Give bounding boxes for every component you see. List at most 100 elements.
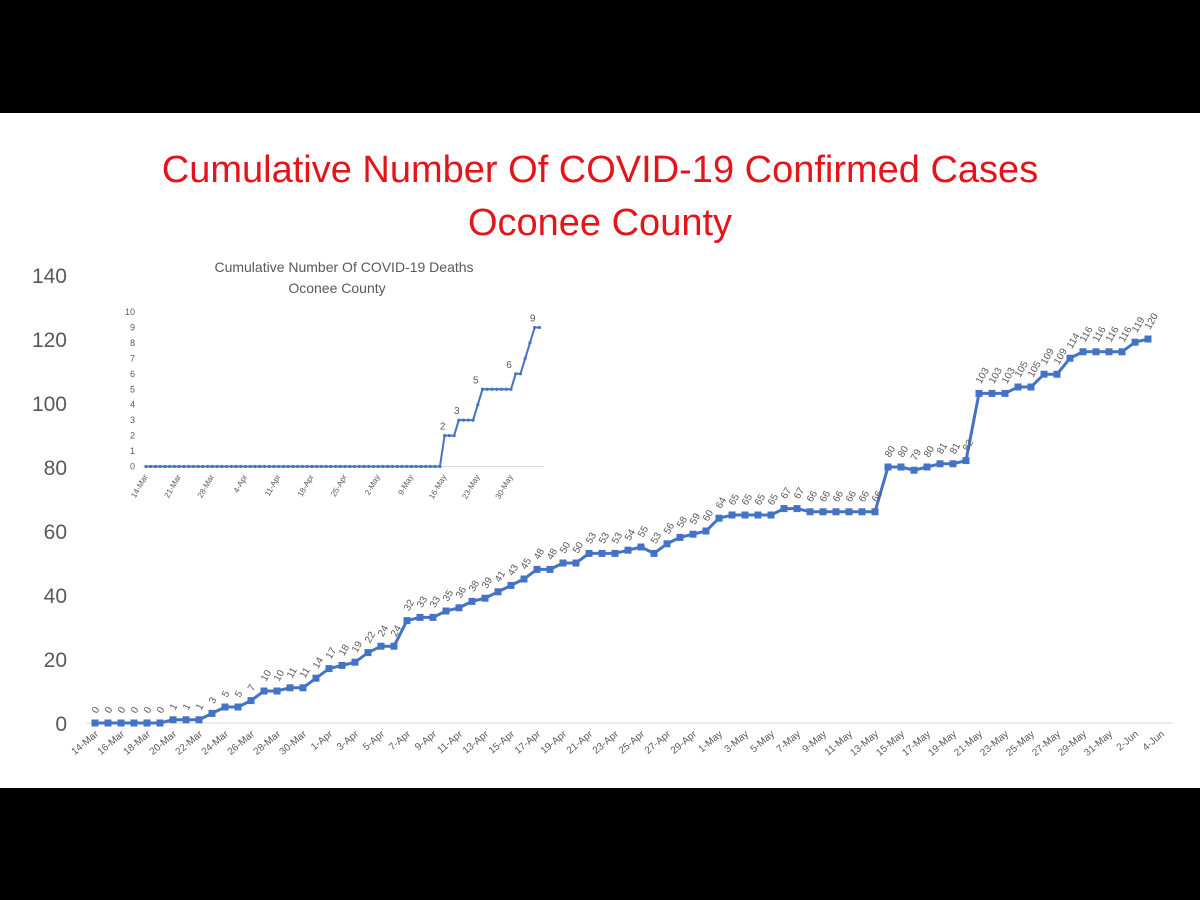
deaths-data-point — [305, 464, 309, 469]
cases-data-label: 66 — [831, 489, 846, 505]
cases-data-point — [1131, 338, 1139, 346]
deaths-data-point — [537, 325, 542, 330]
cases-data-point — [1105, 348, 1113, 356]
cases-data-point — [962, 457, 970, 465]
cases-data-point — [195, 716, 203, 724]
inset-title: Cumulative Number Of COVID-19 Deaths — [214, 259, 473, 275]
deaths-data-point — [239, 464, 243, 469]
cases-data-point — [949, 460, 957, 468]
cases-data-label: 43 — [506, 562, 521, 578]
inset-y-tick-label: 2 — [130, 431, 135, 441]
cases-data-point — [143, 719, 151, 727]
cases-data-label: 65 — [753, 492, 768, 508]
deaths-data-point — [452, 434, 456, 438]
cases-data-point — [546, 565, 554, 573]
main-x-tick-label: 13-May — [848, 729, 881, 759]
main-y-tick-label: 20 — [44, 649, 67, 672]
main-x-tick-label: 31-May — [1082, 729, 1115, 759]
deaths-data-point — [310, 464, 314, 469]
cases-data-label: 18 — [337, 642, 352, 658]
cases-data-point — [975, 389, 983, 397]
deaths-data-point — [343, 464, 347, 469]
slide-panel: Cumulative Number Of COVID-19 Confirmed … — [0, 113, 1200, 788]
main-x-tick-label: 21-Apr — [565, 728, 596, 756]
cases-data-point — [533, 565, 541, 573]
cases-data-point — [611, 549, 619, 557]
cases-data-point — [403, 617, 411, 625]
inset-y-tick-label: 5 — [130, 384, 135, 394]
cases-data-label: 66 — [844, 489, 859, 505]
deaths-data-point — [533, 325, 537, 330]
deaths-data-label: 3 — [454, 406, 460, 417]
deaths-data-point — [210, 464, 214, 469]
cases-data-label: 66 — [818, 489, 833, 505]
cases-data-label: 36 — [454, 585, 469, 601]
cases-data-label: 7 — [246, 682, 259, 693]
cases-data-label: 35 — [441, 588, 456, 604]
cases-data-label: 66 — [870, 489, 885, 505]
deaths-data-point — [243, 464, 248, 469]
cases-data-point — [845, 508, 853, 516]
chart-title: Cumulative Number Of COVID-19 Confirmed … — [161, 149, 1039, 191]
main-x-tick-label: 19-Apr — [539, 728, 570, 756]
deaths-data-point — [476, 403, 480, 407]
deaths-data-label: 6 — [506, 360, 512, 371]
cases-data-point — [767, 511, 775, 519]
cases-data-point — [624, 546, 632, 554]
main-x-tick-label: 17-Apr — [513, 728, 544, 756]
cases-data-point — [1066, 354, 1074, 362]
deaths-data-point — [215, 464, 219, 469]
deaths-data-point — [390, 464, 395, 469]
cases-data-point — [247, 697, 255, 705]
deaths-data-point — [329, 464, 333, 469]
cases-data-point — [819, 508, 827, 516]
deaths-data-point — [480, 387, 485, 391]
cases-data-point — [338, 661, 346, 669]
inset-y-tick-label: 6 — [130, 369, 135, 379]
inset-y-tick-label: 10 — [125, 307, 135, 317]
cases-data-label: 48 — [532, 546, 547, 562]
cases-data-label: 38 — [467, 578, 482, 594]
main-x-tick-label: 20-Mar — [148, 728, 180, 757]
cases-data-label: 1 — [168, 702, 181, 713]
main-y-tick-label: 0 — [55, 713, 67, 736]
cases-data-label: 45 — [519, 556, 534, 572]
cases-data-point — [871, 508, 879, 516]
cases-data-label: 24 — [376, 623, 391, 639]
inset-x-tick-label: 23-May — [460, 473, 481, 501]
cases-data-label: 79 — [909, 447, 924, 463]
main-x-tick-label: 23-Apr — [591, 728, 622, 756]
cases-data-label: 65 — [727, 492, 742, 508]
main-x-tick-label: 7-May — [775, 729, 803, 755]
cases-data-point — [273, 687, 281, 695]
main-x-tick-label: 5-Apr — [361, 728, 387, 753]
cases-data-point — [741, 511, 749, 519]
main-x-tick-label: 21-May — [952, 729, 985, 759]
cases-data-label: 19 — [350, 639, 365, 655]
cases-data-point — [221, 703, 229, 711]
deaths-data-point — [457, 418, 461, 422]
main-x-tick-label: 2-Jun — [1115, 729, 1141, 754]
cases-series-line — [95, 337, 1149, 725]
cases-data-point — [156, 719, 164, 727]
cases-and-deaths-chart: 02040608010012014014-Mar16-Mar18-Mar20-M… — [32, 259, 1172, 759]
cases-data-point — [117, 719, 125, 727]
main-y-tick-label: 100 — [32, 393, 67, 416]
deaths-data-point — [414, 464, 418, 469]
main-x-tick-label: 1-May — [697, 729, 725, 755]
deaths-data-point — [523, 356, 527, 360]
cases-data-point — [91, 719, 99, 727]
deaths-data-point — [371, 464, 376, 469]
deaths-series-line — [146, 326, 540, 468]
deaths-data-point — [144, 464, 148, 469]
deaths-data-point — [262, 464, 267, 469]
cases-data-point — [507, 581, 515, 589]
inset-x-tick-label: 2-May — [363, 473, 382, 497]
deaths-data-point — [386, 464, 390, 469]
deaths-data-point — [201, 464, 205, 469]
main-x-tick-label: 5-May — [749, 729, 777, 755]
main-x-tick-label: 18-Mar — [122, 728, 154, 757]
main-x-tick-label: 15-May — [874, 729, 907, 759]
main-x-tick-label: 17-May — [900, 729, 933, 759]
cases-data-point — [728, 511, 736, 519]
